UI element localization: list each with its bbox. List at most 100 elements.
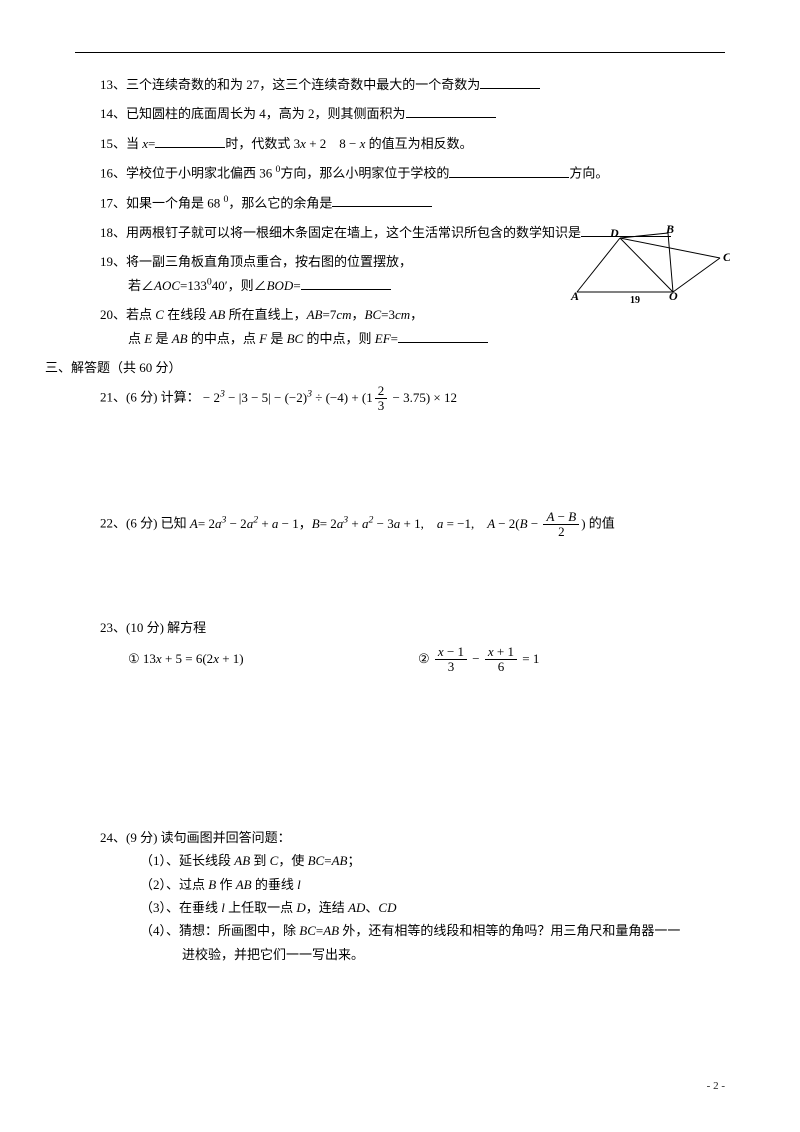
blank: [480, 76, 540, 89]
q22a: 22、(6 分) 已知: [100, 516, 190, 531]
angle-bod: BOD: [267, 278, 294, 293]
spacer: [100, 419, 735, 509]
t: 、: [365, 900, 378, 915]
seg-ab: AB: [209, 307, 225, 322]
angle-aoc: AOC: [154, 278, 180, 293]
seg-bc: BC: [365, 307, 382, 322]
t: ，连结: [306, 900, 348, 915]
t: 到: [250, 853, 270, 868]
question-13: 13、三个连续奇数的和为 27，这三个连续奇数中最大的一个奇数为: [100, 73, 735, 96]
q13-text: 13、三个连续奇数的和为 27，这三个连续奇数中最大的一个奇数为: [100, 77, 480, 92]
question-21: 21、(6 分) 计算： − 23 − |3 − 5| − (−2)3 ÷ (−…: [100, 383, 735, 413]
m: BC: [308, 853, 325, 868]
t: 作: [216, 877, 236, 892]
q20b: 在线段: [164, 307, 210, 322]
q15d: 的值互为相反数。: [365, 136, 472, 151]
q20-line2: 点 E 是 AB 的中点，点 F 是 BC 的中点，则 EF=: [100, 331, 488, 346]
q23b: ① 13: [128, 651, 156, 666]
question-22: 22、(6 分) 已知 A= 2a3 − 2a2 + a − 1，B= 2a3 …: [100, 509, 735, 539]
eq1: = 1: [522, 651, 539, 666]
m: AD: [348, 900, 365, 915]
section-3-head: 三、解答题（共 60 分）: [45, 356, 735, 379]
m: AB: [332, 853, 348, 868]
q17a: 17、如果一个角是 68: [100, 195, 224, 210]
t: ；: [347, 853, 360, 868]
pt-c: C: [723, 250, 730, 264]
pt-f: F: [259, 331, 267, 346]
q19c: =133: [180, 278, 207, 293]
q19a: 19、将一副三角板直角顶点重合，按右图的位置摆放，: [100, 254, 412, 269]
q23a: 23、(10 分) 解方程: [100, 620, 206, 635]
seg-ef: EF: [375, 331, 391, 346]
q24-1: （1）、延长线段 AB 到 C，使 BC=AB；: [140, 849, 735, 872]
page-number: - 2 -: [707, 1077, 725, 1097]
q20l: =: [391, 331, 398, 346]
blank: [332, 194, 432, 207]
blank: [449, 165, 569, 178]
q20f: ，: [410, 307, 423, 322]
question-20: 20、若点 C 在线段 AB 所在直线上，AB=7cm，BC=3cm， 点 E …: [100, 303, 735, 350]
pt-b: B: [665, 225, 674, 236]
m: BC: [299, 923, 316, 938]
q20h: 是: [152, 331, 172, 346]
page-content: 13、三个连续奇数的和为 27，这三个连续奇数中最大的一个奇数为 14、已知圆柱…: [45, 55, 735, 966]
pt-c: C: [155, 307, 164, 322]
cm2: cm: [395, 307, 410, 322]
sec3: 三、解答题（共 60 分）: [45, 360, 182, 375]
seg-bc2: BC: [287, 331, 304, 346]
frac2: x + 16: [485, 645, 517, 675]
t: （4）、猜想：所画图中，除: [140, 923, 299, 938]
q14-text: 14、已知圆柱的底面周长为 4，高为 2，则其侧面积为: [100, 106, 406, 121]
q16c: 方向。: [569, 166, 608, 181]
pt-a: A: [570, 289, 579, 303]
q20i: 的中点，点: [188, 331, 260, 346]
seg-ab2: AB: [307, 307, 323, 322]
q24-4c: 进校验，并把它们一一写出来。: [140, 943, 735, 966]
var-x: x: [142, 136, 148, 151]
q19b: 若∠: [128, 278, 154, 293]
q21a: 21、(6 分) 计算：: [100, 390, 200, 405]
t: 上任取一点: [225, 900, 297, 915]
m: AB: [323, 923, 339, 938]
fig-label: 19: [620, 295, 650, 305]
spacer: [100, 681, 735, 826]
q22-expr: A= 2a3 − 2a2 + a − 1，B= 2a3 + a2 − 3a + …: [190, 516, 589, 531]
geometry-figure-19: A O C B D 19: [565, 225, 730, 305]
q23c: + 5 = 6(2: [162, 651, 214, 666]
m: CD: [378, 900, 396, 915]
q16a: 16、学校位于小明家北偏西 36: [100, 166, 276, 181]
q19e: =: [293, 278, 300, 293]
question-16: 16、学校位于小明家北偏西 36 0方向，那么小明家位于学校的方向。: [100, 161, 735, 185]
question-17: 17、如果一个角是 68 0，那么它的余角是: [100, 191, 735, 215]
q22b: 的值: [589, 516, 615, 531]
q20e: =3: [381, 307, 395, 322]
blank: [406, 105, 496, 118]
q20c: 所在直线上，: [225, 307, 306, 322]
q23d: + 1): [219, 651, 244, 666]
blank: [398, 330, 488, 343]
header-rule: [75, 52, 725, 53]
pt-o: O: [669, 289, 678, 303]
q24-subitems: （1）、延长线段 AB 到 C，使 BC=AB； （2）、过点 B 作 AB 的…: [100, 849, 735, 966]
frac1: x − 13: [435, 645, 467, 675]
q18-text: 18、用两根钉子就可以将一根细木条固定在墙上，这个生活常识所包含的数学知识是: [100, 225, 581, 240]
q19-line2: 若∠AOC=133040′，则∠BOD=: [100, 278, 391, 293]
q15a: 15、当: [100, 136, 142, 151]
m: l: [297, 877, 301, 892]
q23-eq2: ② x − 13 − x + 16 = 1: [418, 645, 539, 675]
blank: [301, 277, 391, 290]
t: （3）、在垂线: [140, 900, 221, 915]
q24a: 24、(9 分) 读句画图并回答问题：: [100, 830, 291, 845]
t: 进校验，并把它们一一写出来。: [182, 947, 364, 962]
q24-2: （2）、过点 B 作 AB 的垂线 l: [140, 873, 735, 896]
q16b: 方向，那么小明家位于学校的: [280, 166, 449, 181]
q23-equations: ① 13x + 5 = 6(2x + 1) ② x − 13 − x + 16 …: [100, 645, 735, 675]
q19d: 40′，则∠: [212, 278, 267, 293]
spacer: [100, 546, 735, 616]
cm: cm: [336, 307, 351, 322]
question-15: 15、当 x=时，代数式 3x + 2 8 − x 的值互为相反数。: [100, 132, 735, 155]
q23-eq1: ① 13x + 5 = 6(2x + 1): [128, 645, 418, 675]
q20k: 的中点，则: [303, 331, 375, 346]
m: D: [296, 900, 305, 915]
question-14: 14、已知圆柱的底面周长为 4，高为 2，则其侧面积为: [100, 102, 735, 125]
